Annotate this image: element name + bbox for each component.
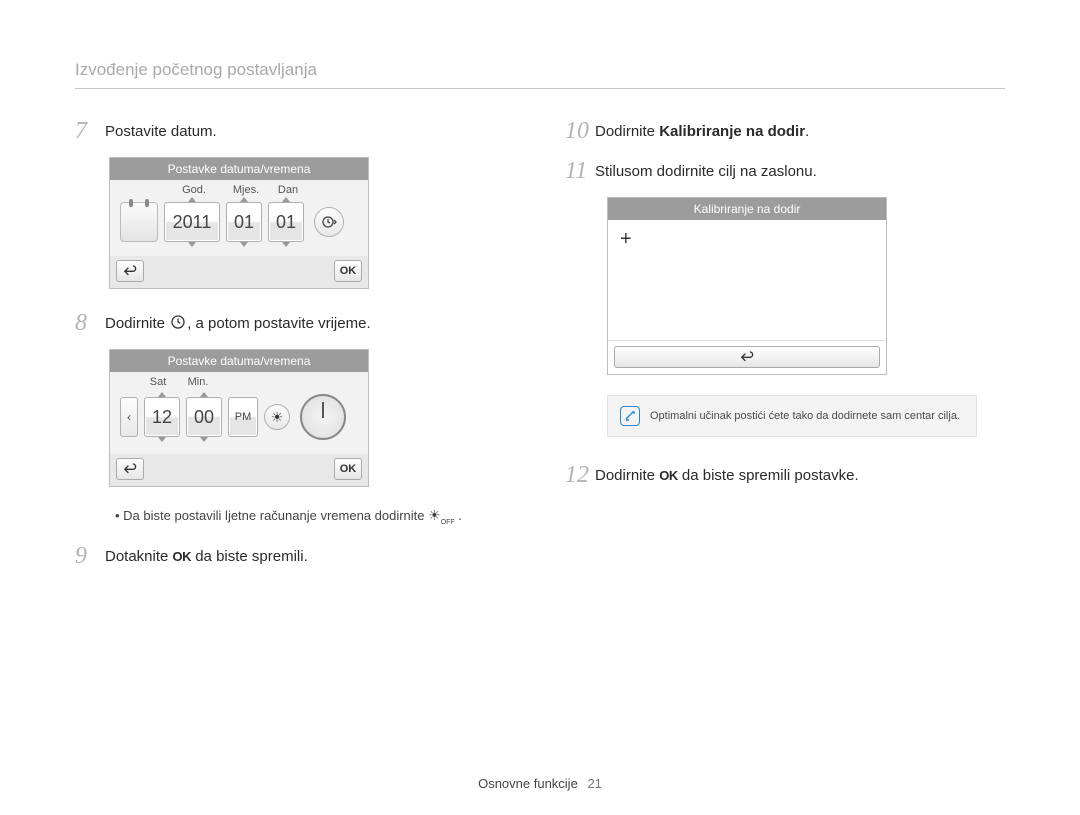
back-button[interactable]: [116, 458, 144, 480]
note-text: Optimalni učinak postići ćete tako da do…: [650, 410, 960, 422]
month-spinner[interactable]: 01: [226, 202, 262, 242]
calibration-screen: Kalibriranje na dodir +: [607, 197, 887, 375]
step-text: Dodirnite , a potom postavite vrijeme.: [105, 309, 371, 335]
footer-section: Osnovne funkcije: [478, 776, 578, 791]
back-button[interactable]: [614, 346, 880, 368]
label-year: God.: [164, 184, 224, 196]
step-number: 8: [75, 309, 105, 335]
text-part: .: [805, 123, 809, 140]
step-number: 12: [565, 461, 595, 487]
step-number: 10: [565, 117, 595, 143]
step-9: 9 Dotaknite OK da biste spremili.: [75, 542, 515, 568]
dst-toggle[interactable]: ☀: [264, 404, 290, 430]
calendar-icon: [120, 202, 158, 242]
text-part: da biste spremili postavke.: [678, 467, 859, 484]
screen-title: Postavke datuma/vremena: [110, 158, 368, 180]
text-part: Da biste postavili ljetne računanje vrem…: [123, 508, 428, 523]
step-text: Postavite datum.: [105, 117, 217, 142]
year-spinner[interactable]: 2011: [164, 202, 220, 242]
text-part: Dodirnite: [595, 123, 659, 140]
step-8: 8 Dodirnite , a potom postavite vrijeme.: [75, 309, 515, 335]
back-button[interactable]: [116, 260, 144, 282]
switch-to-time-button[interactable]: [314, 207, 344, 237]
prev-button[interactable]: ‹: [120, 397, 138, 437]
dst-off-icon: ☀OFF: [428, 507, 455, 526]
page-header: Izvođenje početnog postavljanja: [75, 60, 1005, 89]
step-text: Dotaknite OK da biste spremili.: [105, 542, 308, 567]
info-icon: [620, 406, 640, 426]
info-note: Optimalni učinak postići ćete tako da do…: [607, 395, 977, 437]
step-number: 9: [75, 542, 105, 568]
step-7: 7 Postavite datum.: [75, 117, 515, 143]
step-number: 7: [75, 117, 105, 143]
ok-button[interactable]: OK: [334, 260, 362, 282]
left-column: 7 Postavite datum. Postavke datuma/vreme…: [75, 117, 515, 582]
day-spinner[interactable]: 01: [268, 202, 304, 242]
text-part: , a potom postavite vrijeme.: [187, 315, 370, 332]
time-settings-screen: Postavke datuma/vremena Sat Min. ‹ 12 00…: [109, 349, 369, 487]
step-10: 10 Dodirnite Kalibriranje na dodir.: [565, 117, 1005, 143]
screen-title: Postavke datuma/vremena: [110, 350, 368, 372]
text-part: da biste spremili.: [191, 548, 308, 565]
screen-title: Kalibriranje na dodir: [608, 198, 886, 220]
date-settings-screen: Postavke datuma/vremena God. Mjes. Dan 2…: [109, 157, 369, 289]
calibration-area[interactable]: +: [608, 220, 886, 340]
step-12: 12 Dodirnite OK da biste spremili postav…: [565, 461, 1005, 487]
text-part: Dotaknite: [105, 548, 173, 565]
step-text: Dodirnite OK da biste spremili postavke.: [595, 461, 859, 486]
clock-icon: [171, 314, 185, 335]
hour-spinner[interactable]: 12: [144, 397, 180, 437]
label-hour: Sat: [138, 376, 178, 388]
label-month: Mjes.: [224, 184, 268, 196]
step-text: Dodirnite Kalibriranje na dodir.: [595, 117, 809, 142]
ok-label-icon: OK: [173, 548, 192, 566]
minute-spinner[interactable]: 00: [186, 397, 222, 437]
page-footer: Osnovne funkcije 21: [0, 776, 1080, 791]
step-number: 11: [565, 157, 595, 183]
ok-label-icon: OK: [659, 467, 678, 485]
footer-page-number: 21: [587, 776, 601, 791]
analog-clock-icon: [300, 394, 346, 440]
ok-button[interactable]: OK: [334, 458, 362, 480]
bullet-note: Da biste postavili ljetne računanje vrem…: [115, 507, 515, 526]
right-column: 10 Dodirnite Kalibriranje na dodir. 11 S…: [565, 117, 1005, 582]
text-part: .: [455, 508, 462, 523]
step-11: 11 Stilusom dodirnite cilj na zaslonu.: [565, 157, 1005, 183]
calibration-target-icon: +: [620, 228, 632, 251]
text-part: Dodirnite: [105, 315, 169, 332]
text-part: Dodirnite: [595, 467, 659, 484]
label-min: Min.: [178, 376, 218, 388]
bold-label: Kalibriranje na dodir: [659, 123, 805, 140]
label-day: Dan: [268, 184, 308, 196]
step-text: Stilusom dodirnite cilj na zaslonu.: [595, 157, 817, 182]
ampm-toggle[interactable]: PM: [228, 397, 258, 437]
